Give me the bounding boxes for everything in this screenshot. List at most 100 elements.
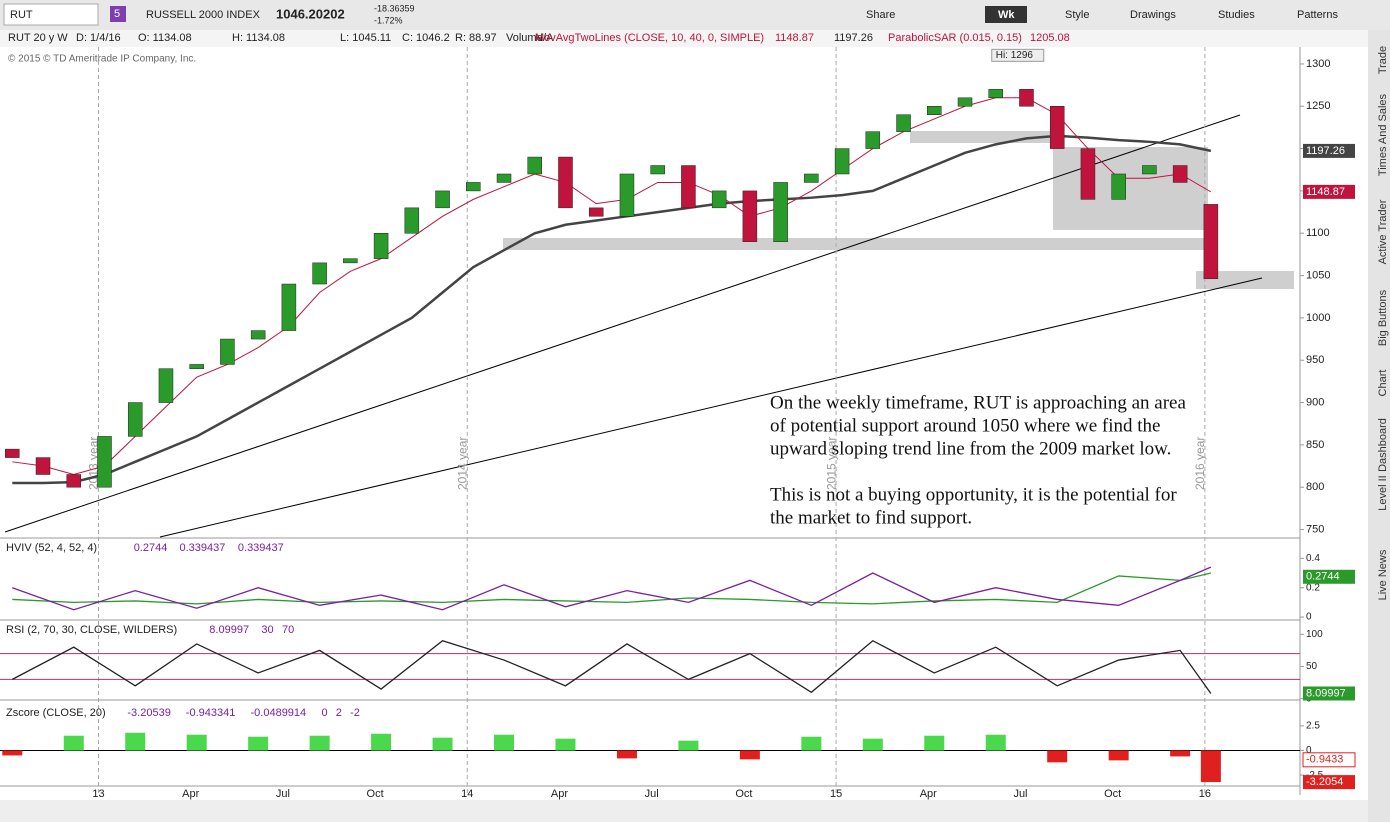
study-header: -0.0489914: [251, 707, 307, 719]
study-header: RSI (2, 70, 30, CLOSE, WILDERS): [6, 624, 177, 636]
study-badge: [1302, 752, 1356, 768]
y-tick-label: 0.4: [1306, 553, 1320, 564]
symbol-name: RUSSELL 2000 INDEX: [146, 9, 261, 21]
x-tick-label: 15: [830, 788, 842, 800]
x-tick-label: Jul: [276, 788, 290, 800]
study-header: 0: [322, 707, 328, 719]
candle: [927, 106, 942, 115]
x-tick-label: Apr: [551, 788, 568, 800]
y-tick-label: 0: [1306, 612, 1312, 623]
candle: [189, 364, 204, 369]
price-badge: [1303, 184, 1355, 199]
candle: [558, 156, 573, 209]
candle: [804, 173, 819, 183]
candle: [5, 448, 20, 458]
sidebar-tab[interactable]: Chart: [1377, 370, 1389, 397]
y-tick-label: 900: [1306, 396, 1324, 408]
symbol[interactable]: RUT: [10, 9, 33, 21]
y-tick-label: 1100: [1306, 227, 1330, 239]
sidebar-tab[interactable]: Times And Sales: [1377, 93, 1389, 176]
toolbar-button[interactable]: Wk: [998, 9, 1015, 21]
candle: [66, 474, 82, 488]
x-tick-label: Apr: [920, 788, 937, 800]
study-header: 2: [336, 707, 342, 719]
change: -18.36359: [374, 3, 415, 13]
candle: [158, 368, 174, 403]
study-badge-label: 8.09997: [1306, 687, 1346, 699]
candle: [742, 190, 758, 242]
x-tick-label: Oct: [367, 788, 384, 800]
study-line: [12, 572, 1212, 605]
zscore-bar: [862, 738, 883, 751]
zscore-bar: [1170, 750, 1191, 757]
range-zone: [1053, 147, 1208, 230]
info-item: 1148.87: [775, 32, 814, 44]
zscore-bar: [248, 736, 269, 751]
info-item: MovAvgTwoLines (CLOSE, 10, 40, 0, SIMPLE…: [535, 32, 764, 44]
info-item: 1205.08: [1030, 32, 1070, 44]
toolbar-button[interactable]: Patterns: [1297, 9, 1338, 21]
toolbar-button[interactable]: Share: [866, 9, 895, 21]
study-line: [12, 566, 1212, 611]
candle: [619, 173, 635, 217]
study-header: 8.09997: [209, 624, 249, 636]
zscore-bar: [309, 735, 330, 751]
sidebar-tab[interactable]: Live News: [1377, 549, 1389, 600]
annotation: the market to find support.: [770, 507, 972, 528]
toolbar-button[interactable]: Studies: [1218, 9, 1255, 21]
hi-box: [991, 48, 1045, 62]
study-header: -0.943341: [186, 707, 236, 719]
hi-label: Hi: 1296: [996, 50, 1034, 61]
zscore-bar: [985, 734, 1006, 751]
study-header: HVIV (52, 4, 52, 4): [6, 542, 97, 554]
candle: [343, 258, 358, 264]
study-header: -2: [350, 707, 360, 719]
moving-average: [12, 134, 1212, 485]
candle: [250, 330, 266, 340]
zscore-bar: [186, 734, 207, 751]
x-tick-label: 14: [461, 788, 473, 800]
sidebar-tab[interactable]: Big Buttons: [1377, 289, 1389, 346]
target-zone: [1196, 271, 1294, 289]
sidebar-tab[interactable]: Trade: [1377, 46, 1389, 74]
timeframe-box[interactable]: [985, 6, 1027, 23]
link-badge[interactable]: [110, 6, 126, 22]
info-item: RUT 20 y W: [8, 32, 68, 44]
candle: [957, 97, 973, 107]
info-item: O: 1134.08: [138, 32, 192, 44]
candle: [127, 402, 143, 437]
trend-line: [159, 277, 1263, 538]
sidebar-tab[interactable]: Dashboard: [1377, 418, 1389, 472]
sidebar-tab[interactable]: Level II: [1377, 475, 1389, 510]
x-tick-label: Jul: [1013, 788, 1027, 800]
zscore-bar: [616, 750, 637, 759]
y-tick-label: 850: [1306, 439, 1324, 451]
zscore-bar: [63, 735, 84, 751]
toolbar-button[interactable]: Drawings: [1130, 9, 1176, 21]
candle: [1049, 106, 1065, 149]
price-badge-label: 1148.87: [1306, 186, 1345, 198]
zscore-bar: [1047, 750, 1068, 763]
symbol-box[interactable]: [3, 3, 99, 26]
x-tick-label: Apr: [182, 788, 199, 800]
y-tick-label: 100: [1306, 629, 1323, 640]
year-label: 2015 year: [824, 437, 838, 490]
annotation: upward sloping trend line from the 2009 …: [770, 438, 1171, 459]
y-tick-label: 0.2: [1306, 582, 1320, 593]
scrollbar: [0, 800, 1368, 822]
candle: [1111, 173, 1126, 200]
link-number: 5: [114, 8, 120, 20]
toolbar-button[interactable]: Style: [1065, 9, 1089, 21]
copyright: © 2015 © TD Ameritrade IP Company, Inc.: [8, 54, 196, 65]
candle: [220, 338, 235, 365]
x-tick-label: 16: [1199, 788, 1211, 800]
sidebar-tab[interactable]: Active Trader: [1377, 199, 1389, 264]
x-tick-label: Oct: [1104, 788, 1121, 800]
candle: [35, 457, 51, 475]
candle: [1203, 204, 1219, 280]
candle: [988, 89, 1003, 99]
candle: [281, 283, 297, 331]
y-tick-label: 1250: [1306, 100, 1330, 112]
study-badge-label: -3.2054: [1306, 776, 1343, 788]
zscore-bar: [801, 736, 822, 751]
